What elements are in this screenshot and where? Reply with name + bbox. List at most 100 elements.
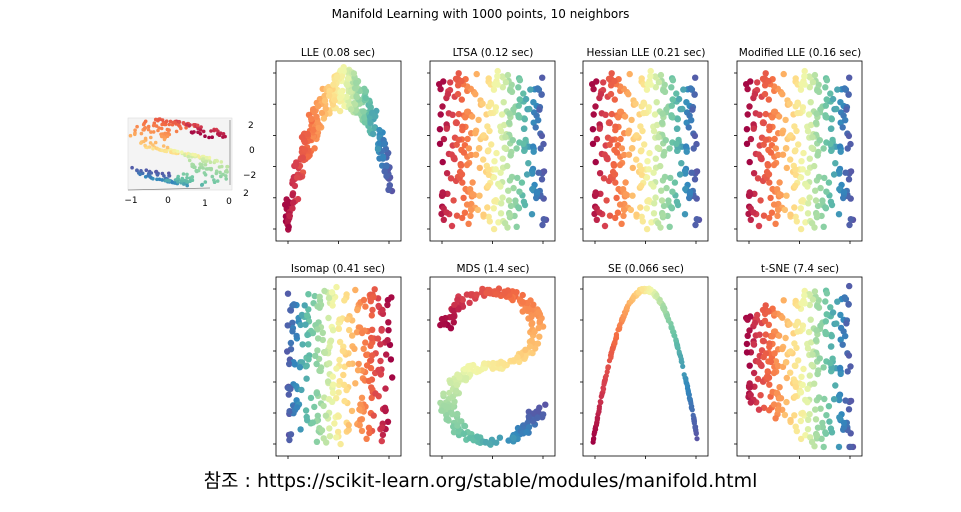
embedding-point: [833, 105, 840, 113]
embedding-point: [781, 206, 789, 214]
embedding-point: [668, 112, 675, 119]
s-curve-point: [160, 118, 165, 122]
embedding-point: [302, 363, 310, 370]
embedding-point: [763, 168, 771, 176]
embedding-point: [378, 424, 386, 431]
s-curve-point: [165, 134, 170, 138]
s-curve-point: [133, 128, 137, 132]
embedding-point: [794, 109, 801, 117]
embedding-point: [330, 81, 337, 88]
embedding-point: [845, 132, 853, 140]
embedding-point: [776, 384, 783, 391]
s-curve-point: [207, 155, 212, 160]
embedding-point: [652, 73, 659, 80]
embedding-point: [804, 169, 811, 176]
embedding-point: [383, 351, 390, 358]
embedding-point: [339, 347, 346, 355]
embedding-point: [815, 173, 823, 181]
embedding-point: [516, 188, 523, 195]
embedding-point: [593, 78, 600, 85]
embedding-point: [467, 212, 474, 219]
embedding-point: [686, 188, 694, 196]
embedding-point: [371, 286, 378, 293]
embedding-point: [450, 429, 458, 436]
embedding-point: [461, 422, 468, 429]
embedding-point: [523, 428, 530, 436]
embedding-point: [496, 434, 504, 441]
embedding-point: [453, 141, 460, 148]
embedding-point: [745, 210, 752, 218]
s-curve-point: [164, 119, 169, 123]
embedding-point: [812, 187, 819, 194]
embedding-point: [827, 304, 834, 311]
embedding-point: [673, 337, 679, 343]
embedding-point: [322, 105, 329, 112]
s-curve-point: [204, 167, 209, 171]
s-curve-point: [143, 126, 148, 130]
embedding-point: [381, 140, 388, 148]
embedding-point: [592, 158, 599, 166]
embedding-point: [344, 75, 352, 82]
embedding-point: [454, 90, 462, 98]
embedding-point: [812, 119, 820, 126]
embedding-point: [661, 173, 669, 181]
embedding-point: [792, 213, 799, 220]
embedding-point: [839, 124, 846, 131]
embedding-point: [835, 443, 843, 451]
embedding-point: [337, 440, 344, 448]
embedding-point: [809, 79, 817, 86]
embedding-point: [440, 135, 448, 143]
embedding-point: [668, 102, 675, 109]
embedding-point: [601, 379, 607, 385]
embedding-point: [445, 417, 452, 424]
s-curve-point: [210, 135, 214, 139]
embedding-point: [808, 220, 816, 227]
s-curve-point: [149, 135, 153, 140]
embedding-point: [638, 171, 645, 178]
embedding-point: [832, 160, 839, 167]
embedding-point: [516, 96, 523, 103]
embedding-point: [783, 164, 790, 172]
embedding-point: [779, 314, 786, 321]
s-curve-point: [215, 179, 220, 183]
embedding-point: [669, 96, 676, 103]
s-curve-point: [189, 130, 194, 134]
embedding-point: [324, 378, 332, 385]
embedding-point: [685, 390, 692, 396]
embedding-point: [447, 379, 454, 387]
embedding-point: [779, 91, 786, 98]
embedding-point: [663, 106, 670, 113]
embedding-point: [450, 319, 457, 326]
embedding-point: [498, 111, 506, 118]
embedding-point: [314, 103, 322, 110]
embedding-point: [333, 434, 340, 441]
embedding-point: [622, 311, 628, 317]
embedding-point: [750, 170, 758, 177]
embedding-point: [652, 194, 659, 201]
embedding-point: [804, 210, 812, 217]
embedding-point: [643, 174, 651, 181]
s-curve-point: [197, 155, 201, 159]
embedding-point: [827, 90, 834, 97]
embedding-point: [657, 71, 665, 79]
embedding-point: [651, 200, 658, 207]
embedding-point: [807, 121, 815, 129]
embedding-point: [609, 168, 617, 176]
embedding-point: [760, 337, 767, 345]
embedding-point: [297, 321, 304, 329]
embedding-point: [754, 375, 762, 383]
embedding-point: [374, 146, 382, 153]
embedding-point: [311, 403, 318, 411]
embedding-point: [528, 313, 535, 321]
embedding-point: [531, 328, 538, 335]
embedding-point: [321, 287, 328, 295]
embedding-point: [621, 113, 629, 120]
embedding-point: [654, 144, 661, 151]
embedding-point: [498, 200, 505, 207]
embedding-point: [379, 306, 386, 314]
embedding-point: [465, 220, 472, 227]
embedding-point: [794, 319, 802, 326]
embedding-point: [455, 136, 463, 143]
embedding-point: [523, 171, 531, 178]
embedding-point: [820, 223, 827, 230]
